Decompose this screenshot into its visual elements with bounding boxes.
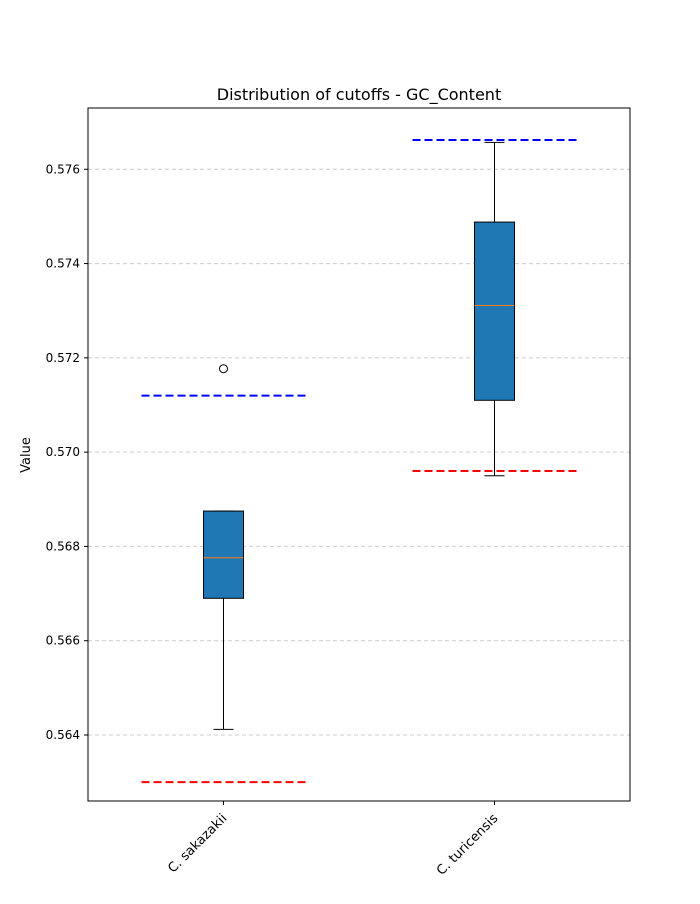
y-tick-label: 0.564 [46, 728, 80, 742]
y-tick-label: 0.568 [46, 539, 80, 553]
iqr-box [474, 221, 515, 401]
outlier-point [219, 364, 228, 374]
plot-frame [87, 107, 631, 802]
x-tick-label: C. sakazakii [165, 811, 230, 876]
y-tick-label: 0.576 [46, 162, 80, 176]
y-tick-label: 0.574 [46, 257, 80, 271]
y-axis-label: Value [19, 437, 34, 473]
cutoff-lines [141, 139, 577, 784]
y-tick-label: 0.566 [46, 634, 80, 648]
axes: 0.564 0.566 0.568 0.570 0.572 0.574 0.576 C. sa… [46, 162, 502, 878]
x-tick-label: C. turicensis [434, 811, 501, 878]
iqr-box [203, 510, 244, 599]
y-tick-label: 0.570 [46, 445, 80, 459]
boxes [203, 141, 515, 730]
grid-lines [88, 168, 630, 736]
y-tick-label: 0.572 [46, 351, 80, 365]
chart-title: Distribution of cutoffs - GC_Content [217, 85, 501, 105]
